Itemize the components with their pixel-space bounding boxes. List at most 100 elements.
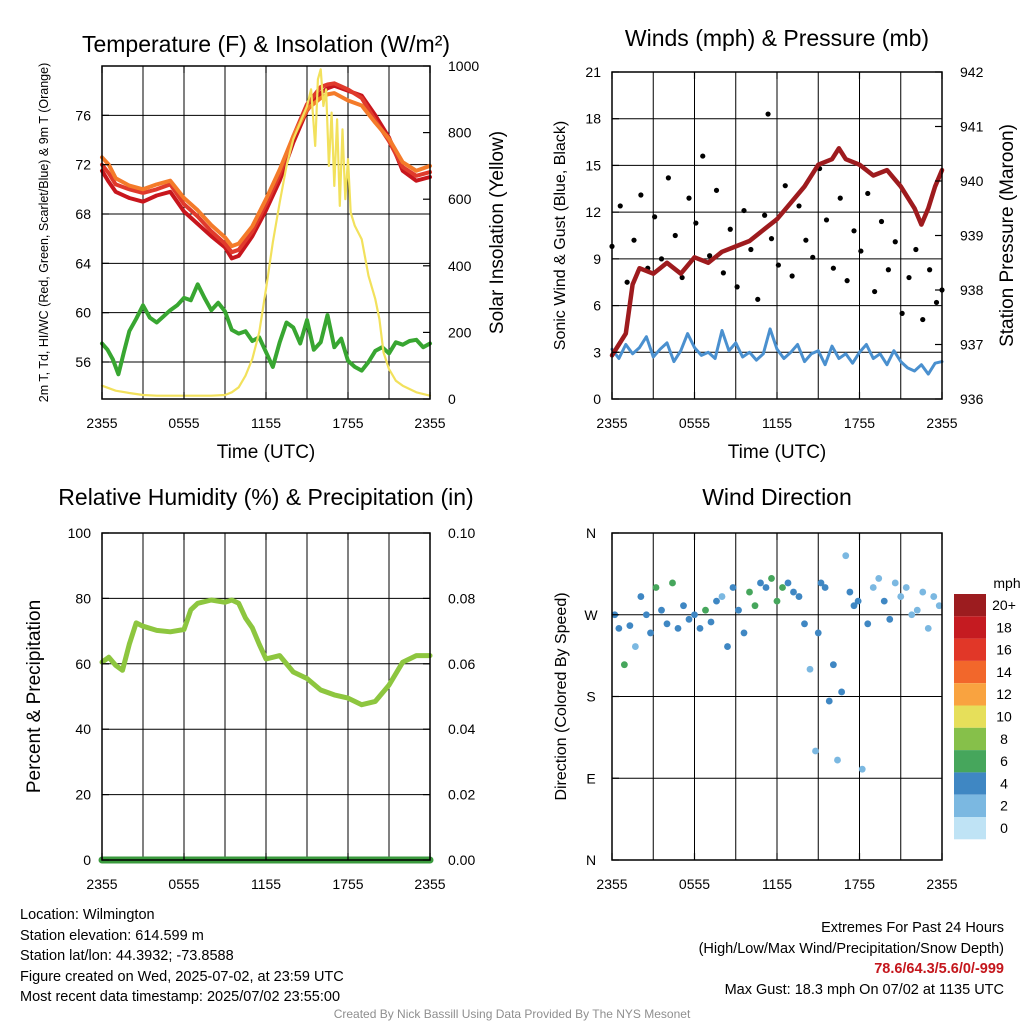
direction-point	[858, 765, 866, 773]
x-tick-label: 2355	[86, 876, 117, 892]
y-tick-label: 9	[593, 251, 601, 267]
y-tick-label: 6	[593, 298, 601, 314]
gust-point	[851, 228, 857, 234]
direction-point	[674, 624, 682, 632]
x-tick-label: 1755	[332, 876, 363, 892]
direction-point	[773, 597, 781, 605]
colorbar-swatch	[954, 705, 986, 728]
extremes-values: 78.6/64.3/5.6/0/-999	[874, 961, 1004, 977]
colorbar-label: 16	[996, 642, 1012, 658]
x-tick-label: 1155	[251, 876, 281, 892]
created-text: Figure created on Wed, 2025-07-02, at 23…	[20, 968, 344, 985]
y-tick-label: 18	[585, 111, 601, 127]
y-tick-label: E	[586, 770, 595, 786]
x-tick-label: 1155	[762, 876, 792, 892]
x-tick-label: 0555	[168, 415, 199, 431]
y-tick-label: 12	[585, 204, 601, 220]
direction-point	[620, 661, 628, 669]
extremes-description: (High/Low/Max Wind/Precipitation/Snow De…	[698, 940, 1004, 957]
credit-text: Created By Nick Bassill Using Data Provi…	[333, 1007, 691, 1021]
series-line-wind	[610, 327, 944, 376]
chart-title: Relative Humidity (%) & Precipitation (i…	[58, 484, 473, 510]
direction-point	[875, 575, 883, 582]
direction-point	[702, 606, 709, 614]
gust-point	[878, 218, 885, 225]
direction-point	[768, 575, 775, 582]
gust-point	[624, 279, 630, 285]
series-line-solar-insolation	[100, 68, 432, 397]
y-tick-label: S	[586, 689, 595, 705]
x-tick-label: 1755	[844, 415, 875, 431]
direction-point	[757, 579, 764, 587]
y-tick-label: 20	[75, 787, 91, 803]
direction-point	[886, 615, 894, 623]
series-line-2m-td	[100, 282, 432, 377]
y-right-tick-label: 0.04	[448, 721, 475, 737]
x-tick-label: 2355	[414, 415, 445, 431]
gust-point	[844, 278, 850, 284]
gust-point	[789, 273, 795, 279]
chart-panel-3: Relative Humidity (%) & Precipitation (i…	[24, 484, 475, 892]
chart-title: Wind Direction	[702, 484, 852, 510]
gust-point	[679, 274, 685, 281]
gust-point	[899, 310, 905, 316]
extremes-title: Extremes For Past 24 Hours	[821, 920, 1004, 936]
gust-point	[872, 288, 878, 295]
gust-point	[686, 195, 692, 201]
x-tick-label: 2355	[86, 415, 117, 431]
colorbar-label: 8	[1000, 731, 1008, 747]
direction-point	[740, 629, 748, 637]
direction-point	[908, 611, 916, 619]
y-right-tick-label: 938	[960, 282, 984, 298]
gust-point	[823, 217, 830, 223]
direction-point	[724, 643, 731, 650]
y-tick-label: 68	[75, 206, 91, 222]
direction-point	[935, 602, 943, 610]
gust-point	[665, 175, 671, 181]
direction-point	[850, 602, 858, 610]
colorbar-swatch	[954, 616, 986, 639]
direction-point	[834, 756, 841, 764]
x-tick-label: 2355	[596, 415, 627, 431]
chart-panel-2: Winds (mph) & Pressure (mb) 2355 0555 1155 1…	[552, 25, 1018, 463]
gust-point	[693, 220, 699, 226]
series-group	[609, 111, 945, 376]
colorbar-label: 6	[1000, 753, 1008, 769]
y-right-tick-label: 0.00	[448, 852, 475, 868]
y-tick-label: 21	[585, 64, 601, 80]
y-tick-label: 60	[75, 305, 91, 321]
direction-point	[658, 606, 665, 614]
direction-point	[880, 597, 888, 605]
gust-point	[775, 262, 781, 268]
x-tick-label: 0555	[168, 876, 199, 892]
y-right-axis-label: Solar Insolation (Yellow)	[487, 131, 508, 334]
x-tick-label: 2355	[414, 876, 445, 892]
y-tick-label: 100	[68, 525, 92, 541]
y-tick-label: 72	[75, 157, 91, 173]
y-tick-label: 3	[593, 344, 601, 360]
y-right-tick-label: 940	[960, 173, 984, 189]
direction-point	[924, 624, 932, 632]
colorbar-label: 18	[996, 619, 1012, 635]
y-tick-label: 76	[75, 107, 91, 123]
x-tick-label: 0555	[679, 876, 710, 892]
gust-point	[933, 299, 940, 306]
y-right-tick-label: 1000	[448, 58, 479, 74]
direction-point	[735, 606, 742, 614]
direction-point	[814, 629, 822, 637]
x-tick-label: 1155	[251, 415, 281, 431]
gust-point	[765, 111, 771, 117]
y-right-tick-label: 936	[960, 391, 984, 407]
station-info: Location: Wilmington Station elevation: …	[20, 905, 344, 1008]
chart-title: Winds (mph) & Pressure (mb)	[625, 25, 929, 51]
x-tick-label: 2355	[596, 876, 627, 892]
chart-title: Temperature (F) & Insolation (W/m²)	[82, 31, 450, 57]
gust-point	[762, 212, 768, 218]
gust-point	[658, 256, 665, 262]
gust-point	[920, 316, 926, 323]
direction-point	[663, 620, 671, 628]
y-right-tick-label: 0.10	[448, 525, 475, 541]
y-tick-label: 0	[593, 391, 601, 407]
gust-point	[892, 239, 898, 245]
